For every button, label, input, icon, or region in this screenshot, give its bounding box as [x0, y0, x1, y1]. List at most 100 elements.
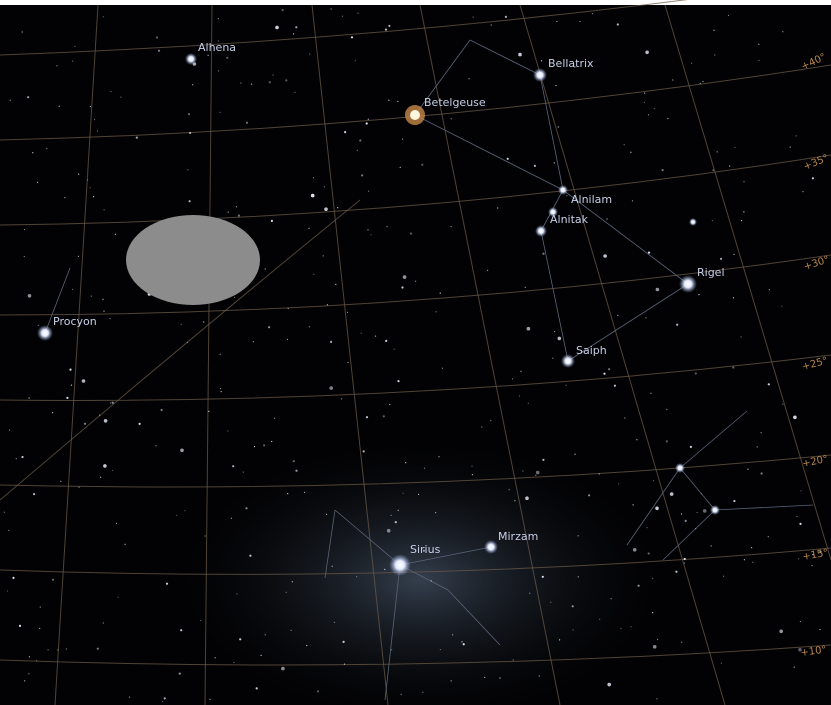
- star-dot: [390, 514, 392, 516]
- star-dot: [337, 207, 339, 209]
- star-dot: [110, 402, 112, 404]
- star-dot: [487, 269, 489, 271]
- star-dot: [271, 440, 273, 443]
- star-dot: [89, 105, 91, 108]
- star-dot: [645, 50, 649, 55]
- star-dot: [264, 268, 266, 270]
- star-dot: [767, 383, 770, 386]
- star-dot: [541, 575, 544, 578]
- star-dot: [232, 465, 235, 468]
- star-dot: [603, 254, 607, 258]
- star-dot: [204, 535, 206, 537]
- star-dot: [540, 60, 543, 62]
- star-dot: [58, 105, 60, 107]
- star-dot: [734, 146, 736, 148]
- star-dot: [683, 562, 686, 564]
- star-dot: [219, 388, 222, 390]
- star-dot: [217, 70, 220, 72]
- star-dot: [111, 401, 114, 404]
- star-dot: [782, 31, 784, 33]
- star-dot: [309, 53, 311, 55]
- star-dot: [565, 384, 567, 386]
- star-dot: [274, 417, 276, 419]
- star-dot: [418, 493, 420, 495]
- star-dot: [347, 361, 349, 364]
- star-dot: [180, 629, 183, 632]
- star-dot: [335, 283, 337, 285]
- star-dot: [661, 169, 664, 172]
- star-dot: [236, 593, 238, 595]
- star-dot: [249, 554, 252, 557]
- star-dot: [819, 628, 821, 631]
- star-dot: [226, 56, 229, 59]
- star: [185, 53, 197, 65]
- star-dot: [178, 672, 181, 675]
- star-dot: [39, 627, 41, 630]
- sirius-glow: [160, 430, 680, 705]
- star-dot: [667, 117, 669, 120]
- star-dot: [405, 462, 407, 464]
- star-dot: [397, 100, 399, 102]
- star-dot: [789, 146, 791, 148]
- star-dot: [287, 493, 289, 495]
- star-dot: [518, 52, 522, 57]
- star-dot: [624, 417, 626, 419]
- star-dot: [275, 25, 279, 30]
- star-dot: [217, 40, 219, 42]
- star-dot: [811, 565, 813, 567]
- star-dot: [331, 565, 333, 567]
- star-dot: [471, 465, 473, 467]
- star-dot: [779, 629, 783, 634]
- star-dot: [295, 26, 298, 29]
- star-dot: [180, 448, 184, 453]
- star-dot: [251, 83, 253, 85]
- star-dot: [599, 618, 601, 621]
- star-dot: [450, 226, 452, 228]
- star-dot: [556, 20, 558, 23]
- star-dot: [741, 220, 743, 222]
- star-dot: [312, 177, 315, 179]
- star-dot: [343, 663, 346, 665]
- star-dot: [120, 96, 122, 98]
- star: [484, 540, 498, 554]
- star-dot: [603, 372, 606, 375]
- star-dot: [819, 550, 822, 553]
- star: [389, 554, 411, 576]
- star-dot: [793, 666, 795, 668]
- star-dot: [799, 620, 802, 623]
- star-dot: [15, 458, 17, 460]
- star-dot: [342, 640, 345, 644]
- star-dot: [743, 559, 746, 561]
- star-dot: [397, 509, 399, 511]
- star-dot: [450, 680, 452, 682]
- star-dot: [504, 15, 507, 18]
- star-dot: [527, 402, 529, 404]
- star-dot: [441, 367, 443, 369]
- star-dot: [796, 516, 798, 518]
- star: [535, 225, 547, 237]
- star-dot: [367, 229, 369, 231]
- star-dot: [24, 680, 26, 682]
- star-label: Alnilam: [571, 193, 612, 206]
- star-dot: [630, 626, 632, 628]
- star-dot: [292, 460, 295, 463]
- star-dot: [751, 547, 753, 549]
- star-dot: [747, 468, 749, 470]
- star-dot: [3, 511, 5, 513]
- star-dot: [78, 173, 80, 175]
- star-dot: [538, 675, 540, 677]
- star-dot: [684, 519, 687, 523]
- star-dot: [655, 287, 660, 292]
- star-dot: [354, 60, 356, 62]
- star-label: Procyon: [53, 315, 97, 328]
- star-dot: [8, 529, 10, 532]
- star-dot: [680, 513, 683, 515]
- star-dot: [798, 647, 802, 652]
- star-label: Mirzam: [498, 530, 538, 543]
- star-dot: [591, 13, 594, 15]
- star-dot: [394, 521, 397, 524]
- star-dot: [713, 29, 715, 31]
- star-dot: [699, 82, 701, 85]
- star-dot: [438, 456, 440, 458]
- star-dot: [365, 122, 368, 125]
